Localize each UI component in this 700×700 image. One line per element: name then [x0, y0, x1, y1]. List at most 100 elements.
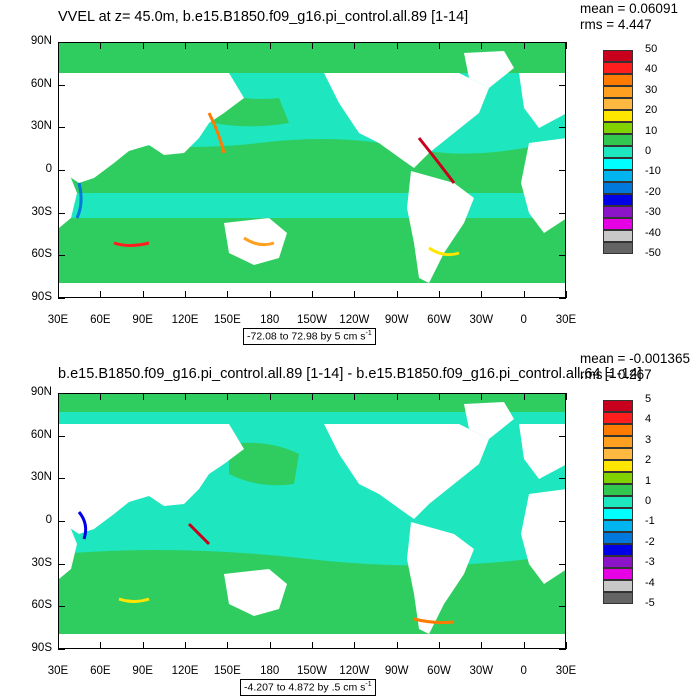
lon-tick: [100, 393, 102, 400]
lon-label: 120E: [171, 314, 199, 326]
panel-2-colorbar: [603, 400, 633, 604]
lon-tick: [142, 291, 144, 298]
lat-tick: [559, 393, 566, 394]
colorbar-label: -50: [645, 247, 661, 259]
land-mass: [407, 522, 474, 634]
lat-tick: [58, 563, 65, 565]
colorbar-cell: [603, 412, 633, 424]
colorbar-label: 1: [645, 474, 652, 487]
lon-label: 120E: [171, 665, 199, 677]
land-mass: [59, 73, 244, 183]
current-streak: [113, 241, 150, 247]
lon-tick: [566, 393, 567, 400]
lon-tick: [481, 393, 483, 400]
lon-tick: [481, 42, 483, 49]
colorbar-label: -30: [645, 206, 661, 219]
lat-label: 60S: [31, 599, 52, 612]
lon-tick: [354, 642, 356, 649]
lat-tick: [559, 606, 566, 608]
lat-tick: [559, 255, 566, 257]
colorbar-cell: [603, 206, 633, 218]
land-mass: [324, 424, 489, 519]
lat-tick: [58, 393, 65, 394]
colorbar-label: 3: [645, 433, 652, 446]
lon-tick: [227, 291, 229, 298]
current-streak: [243, 236, 275, 247]
lon-tick: [439, 42, 440, 49]
lon-tick: [523, 42, 525, 49]
lat-tick: [58, 478, 65, 480]
land-mass: [224, 569, 287, 616]
lon-label: 150E: [213, 314, 241, 326]
lon-tick: [142, 393, 144, 400]
colorbar-label: -20: [645, 185, 661, 198]
panel-1-map: [58, 42, 566, 298]
colorbar-label: 40: [645, 63, 658, 76]
lon-label: 30E: [47, 665, 69, 677]
land-mass: [519, 73, 565, 128]
colorbar-cell: [603, 98, 633, 110]
panel-1-rms: rms = 4.447: [580, 17, 652, 32]
colorbar-cell: [603, 472, 633, 484]
land-mass: [521, 138, 565, 233]
lon-label: 30W: [469, 665, 494, 677]
colorbar-cell: [603, 182, 633, 194]
lat-tick: [559, 435, 566, 437]
lon-label: 90E: [132, 665, 153, 677]
lat-tick: [559, 42, 566, 43]
lon-label: 0: [520, 665, 527, 677]
colorbar-label: 20: [645, 104, 658, 117]
land-mass: [521, 489, 565, 584]
lat-tick: [559, 212, 566, 214]
lat-tick: [559, 298, 566, 299]
lon-label: 30E: [555, 665, 577, 677]
lon-tick: [312, 42, 313, 49]
lat-label: 0: [45, 514, 52, 526]
lon-label: 90E: [132, 314, 153, 326]
lat-tick: [559, 84, 566, 86]
lat-tick: [58, 649, 65, 650]
colorbar-label: 30: [645, 83, 658, 96]
lat-label: 90S: [31, 291, 52, 303]
land-mass: [519, 424, 565, 479]
lat-label: 60N: [30, 77, 52, 90]
lon-tick: [523, 291, 525, 298]
land-mass: [59, 512, 77, 579]
lat-tick: [58, 435, 65, 437]
colorbar-cell: [603, 496, 633, 508]
colorbar-label: -5: [645, 597, 655, 609]
current-streak: [75, 182, 83, 219]
lon-tick: [566, 291, 567, 298]
colorbar-cell: [603, 556, 633, 568]
green-band: [59, 43, 565, 73]
colorbar-cell: [603, 532, 633, 544]
lat-tick: [58, 127, 65, 129]
lon-label: 60E: [90, 314, 111, 326]
map-panel-2: b.e15.B1850.f09_g16.pi_control.all.89 [1…: [0, 350, 700, 700]
current-streak: [118, 597, 150, 603]
lon-tick: [481, 642, 483, 649]
lon-tick: [312, 642, 313, 649]
colorbar-cell: [603, 74, 633, 86]
lat-label: 60S: [31, 248, 52, 261]
colorbar-cell: [603, 448, 633, 460]
lon-label: 150E: [213, 665, 241, 677]
lon-tick: [185, 42, 186, 49]
green-band: [229, 442, 299, 486]
lon-tick: [269, 393, 271, 400]
lat-label: 60N: [30, 428, 52, 441]
colorbar-label: -3: [645, 556, 655, 569]
lon-tick: [439, 642, 440, 649]
lon-tick: [227, 642, 229, 649]
colorbar-cell: [603, 520, 633, 532]
lon-label: 180: [260, 314, 280, 326]
lon-tick: [58, 642, 59, 649]
lat-label: 30S: [31, 205, 52, 218]
colorbar-cell: [603, 460, 633, 472]
panel-2-map: [58, 393, 566, 649]
panel-2-title: b.e15.B1850.f09_g16.pi_control.all.89 [1…: [58, 366, 642, 382]
lat-label: 90S: [31, 642, 52, 654]
lat-label: 30S: [31, 556, 52, 569]
lon-tick: [269, 642, 271, 649]
colorbar-cell: [603, 230, 633, 242]
